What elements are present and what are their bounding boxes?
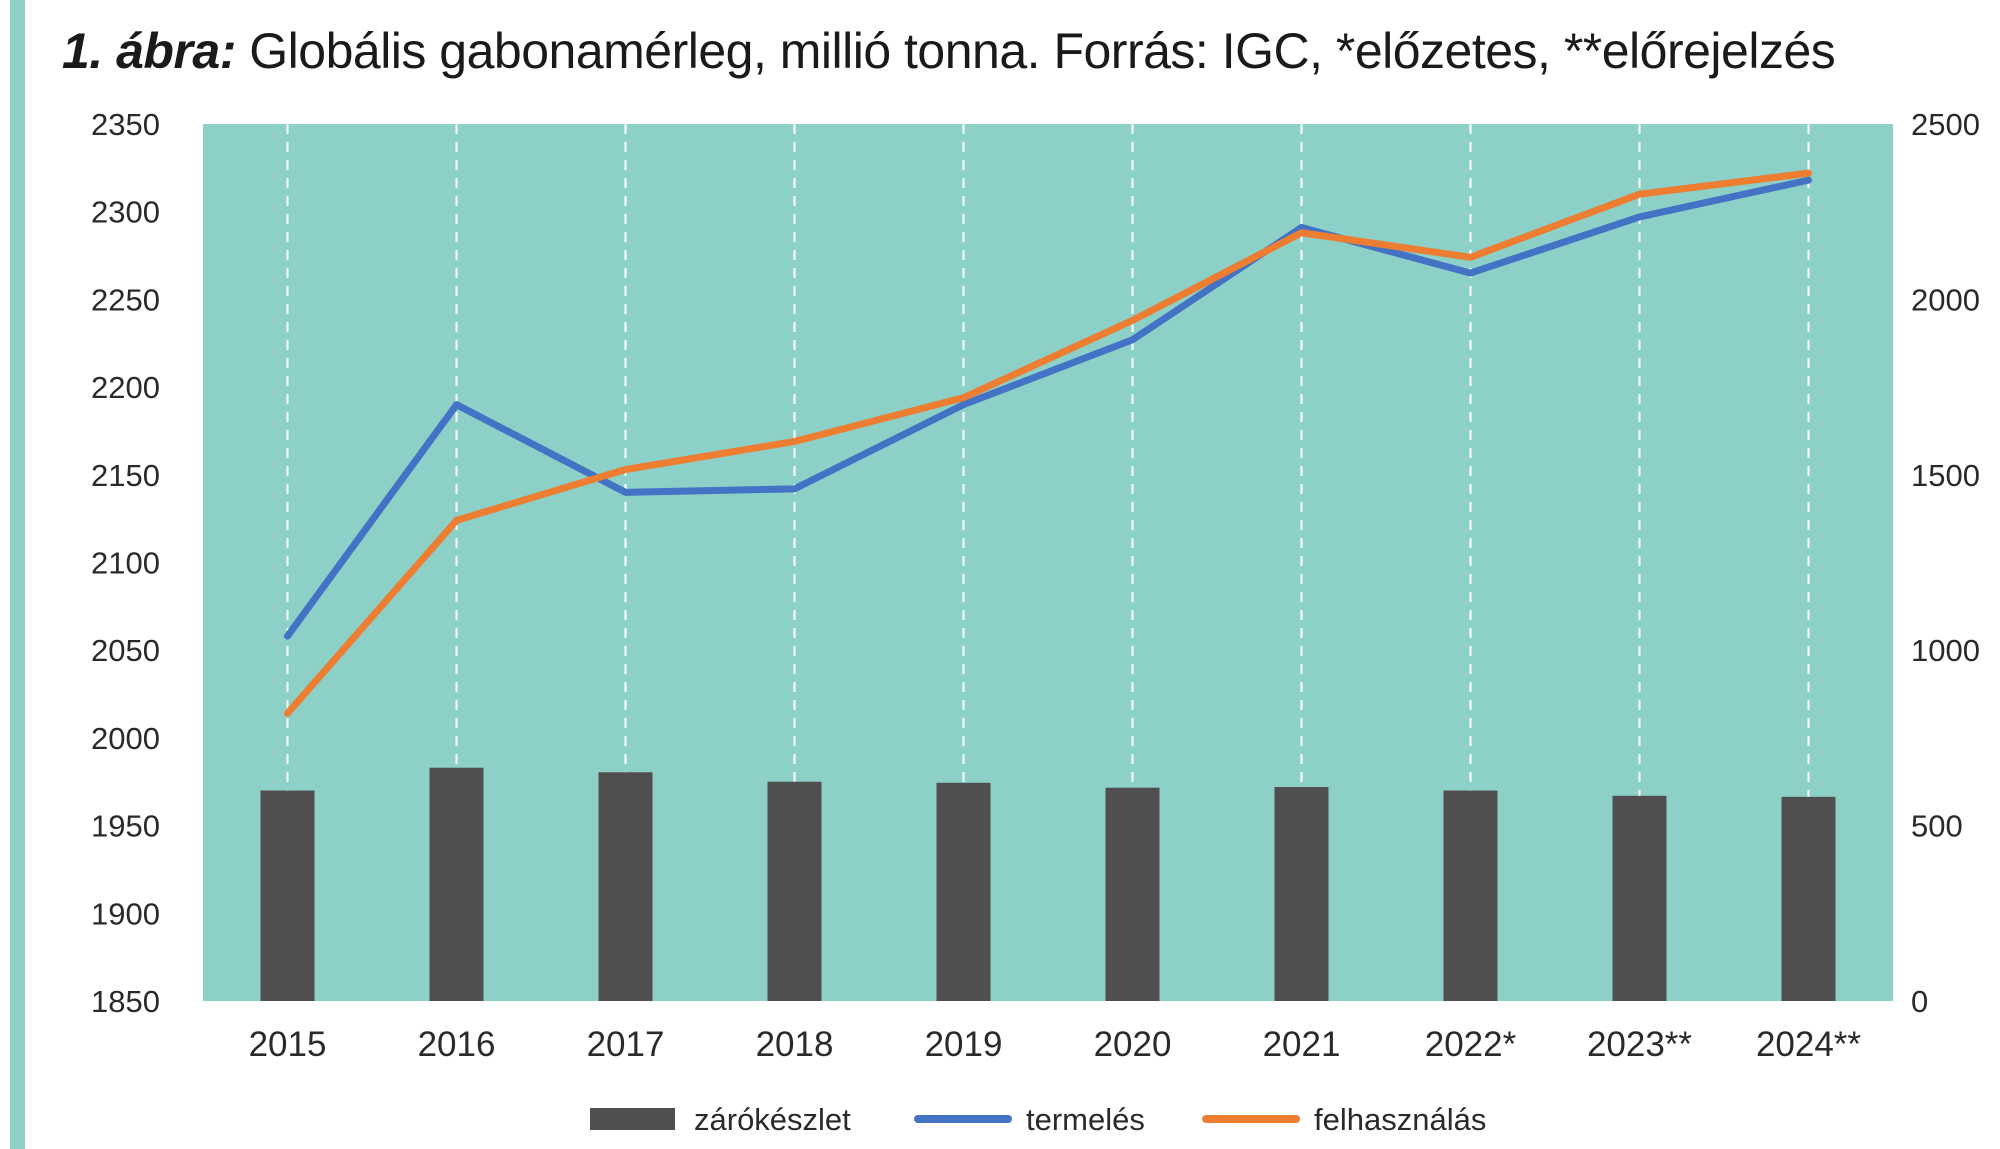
accent-bar	[10, 0, 25, 1149]
title-text: Globális gabonamérleg, millió tonna. For…	[249, 23, 1836, 79]
bar-2017	[598, 772, 653, 1001]
bars-zarokeszlet	[260, 767, 1836, 1001]
bar-2019	[936, 782, 991, 1001]
bar-2024**	[1781, 796, 1836, 1001]
gridlines	[286, 124, 1810, 1001]
y-left-tick: 2200	[91, 370, 160, 405]
line-termeles	[284, 176, 1812, 640]
x-tick-2019: 2019	[925, 1025, 1003, 1064]
y-right-tick: 2000	[1911, 282, 1980, 317]
bar-2015	[260, 790, 315, 1001]
y-left-tick: 1950	[91, 809, 160, 844]
legend-label-1: termelés	[1026, 1102, 1145, 1137]
x-tick-2015: 2015	[249, 1025, 327, 1064]
y-left-tick: 2150	[91, 458, 160, 493]
y-left-tick: 2050	[91, 633, 160, 668]
bar-2018	[767, 781, 822, 1001]
y-left-tick: 1900	[91, 896, 160, 931]
y-left-tick: 2250	[91, 282, 160, 317]
bar-2021	[1274, 787, 1329, 1001]
y-left-tick: 2100	[91, 546, 160, 581]
legend: zárókészlet termelés felhasználás	[590, 1102, 1486, 1137]
x-tick-2021: 2021	[1263, 1025, 1341, 1064]
y-left-tick: 2300	[91, 195, 160, 230]
y-axis-left: 2350 2300 2250 2200 2150 2100 2050 2000 1950 1900…	[91, 107, 160, 1019]
y-axis-right: 2500 2000 1500 1000 500 0	[1911, 107, 1980, 1019]
bar-2016	[429, 767, 484, 1001]
x-tick-2022*: 2022*	[1425, 1025, 1517, 1064]
bar-2020	[1105, 787, 1160, 1001]
plot-area	[203, 124, 1893, 1001]
legend-label-0: zárókészlet	[694, 1102, 851, 1137]
x-tick-2020: 2020	[1094, 1025, 1172, 1064]
y-right-tick: 0	[1911, 984, 1928, 1019]
x-tick-2018: 2018	[756, 1025, 834, 1064]
lines	[284, 169, 1812, 717]
y-right-tick: 1500	[1911, 458, 1980, 493]
x-tick-2016: 2016	[418, 1025, 496, 1064]
x-tick-2023**: 2023**	[1587, 1025, 1692, 1064]
y-right-tick: 1000	[1911, 633, 1980, 668]
y-right-tick: 2500	[1911, 107, 1980, 142]
bar-2022*	[1443, 790, 1498, 1001]
y-left-tick: 1850	[91, 984, 160, 1019]
y-right-tick: 500	[1911, 809, 1963, 844]
legend-swatch-0	[590, 1108, 675, 1130]
legend-label-2: felhasználás	[1314, 1102, 1486, 1137]
x-tick-2017: 2017	[587, 1025, 665, 1064]
x-tick-2024**: 2024**	[1756, 1025, 1861, 1064]
bar-2023**	[1612, 795, 1667, 1001]
y-left-tick: 2000	[91, 721, 160, 756]
y-left-tick: 2350	[91, 107, 160, 142]
line-felhasznalas	[284, 169, 1812, 717]
x-axis: 2015 2016 2017 2018 2019 2020 2021 2022* 2023** 2…	[249, 1025, 1862, 1064]
chart-title: 1. ábra: Globális gabonamérleg, millió t…	[62, 22, 1836, 80]
title-prefix: 1. ábra:	[62, 23, 236, 79]
